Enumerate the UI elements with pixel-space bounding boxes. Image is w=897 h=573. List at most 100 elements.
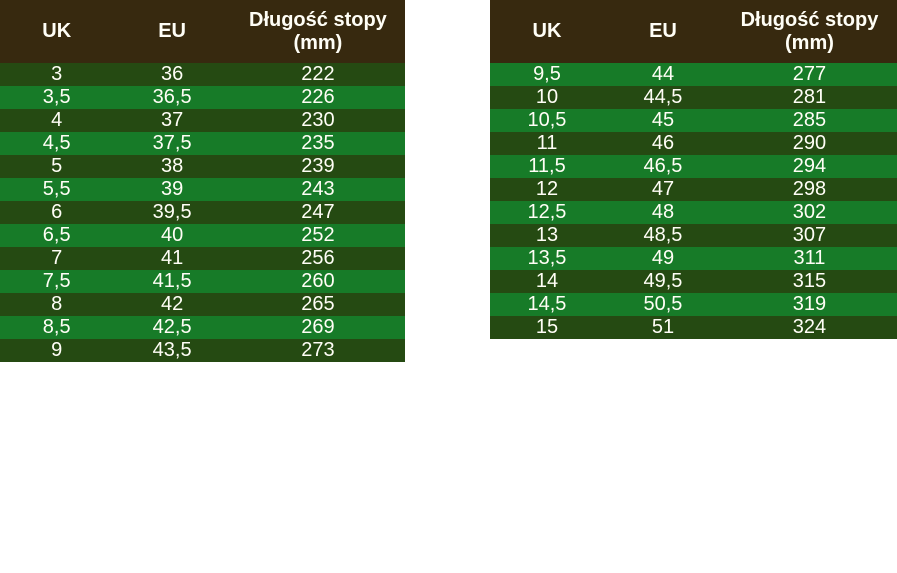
cell-uk-size: 6 — [51, 201, 63, 223]
cell-eu-size: 40 — [160, 224, 184, 246]
cell-eu-size: 44 — [651, 63, 675, 85]
cell-uk-size: 8,5 — [42, 316, 71, 338]
cell-uk-size: 3 — [51, 63, 63, 85]
table-body: 3 36 222 3,5 36,5 226 4 37 230 4,5 37,5 235 5 38 239 5,… — [0, 63, 405, 362]
cell-foot-length-mm: 256 — [301, 247, 335, 269]
table-row: 7,5 41,5 260 — [0, 270, 405, 293]
cell-foot-length-mm: 298 — [792, 178, 827, 200]
cell-eu-size: 41 — [160, 247, 184, 269]
table-row: 4 37 230 — [0, 109, 405, 132]
table-row: 9 43,5 273 — [0, 339, 405, 362]
cell-eu-size: 44,5 — [643, 86, 683, 108]
table-row: 3 36 222 — [0, 63, 405, 86]
shoe-size-table-left: UK EU Długość stopy (mm) 3 36 222 3,5 36,5 22… — [0, 0, 405, 573]
cell-uk-size: 7,5 — [42, 270, 71, 292]
table-row: 12 47 298 — [490, 178, 897, 201]
cell-uk-size: 10 — [535, 86, 559, 108]
cell-eu-size: 46,5 — [643, 155, 683, 177]
cell-foot-length-mm: 226 — [301, 86, 335, 108]
cell-eu-size: 42,5 — [152, 316, 192, 338]
cell-eu-size: 39 — [160, 178, 184, 200]
table-row: 5 38 239 — [0, 155, 405, 178]
cell-foot-length-mm: 269 — [301, 316, 335, 338]
cell-uk-size: 6,5 — [42, 224, 71, 246]
cell-uk-size: 11 — [536, 132, 558, 154]
cell-uk-size: 14,5 — [527, 293, 567, 315]
cell-eu-size: 39,5 — [152, 201, 192, 223]
cell-eu-size: 46 — [651, 132, 675, 154]
table-row: 13 48,5 307 — [490, 224, 897, 247]
cell-eu-size: 45 — [651, 109, 675, 131]
cell-eu-size: 36,5 — [152, 86, 192, 108]
column-header-uk: UK — [532, 20, 562, 42]
table-row: 6 39,5 247 — [0, 201, 405, 224]
cell-uk-size: 7 — [51, 247, 63, 269]
foot-length-label: Długość stopy — [740, 8, 879, 31]
table-row: 4,5 37,5 235 — [0, 132, 405, 155]
table-row: 11 46 290 — [490, 132, 897, 155]
cell-foot-length-mm: 247 — [301, 201, 335, 223]
cell-foot-length-mm: 252 — [301, 224, 335, 246]
cell-uk-size: 15 — [535, 316, 559, 338]
cell-foot-length-mm: 273 — [301, 339, 335, 361]
cell-foot-length-mm: 285 — [792, 109, 827, 131]
cell-eu-size: 51 — [651, 316, 675, 338]
table-row: 14,5 50,5 319 — [490, 293, 897, 316]
cell-uk-size: 13,5 — [527, 247, 567, 269]
cell-foot-length-mm: 222 — [301, 63, 335, 85]
cell-foot-length-mm: 277 — [792, 63, 827, 85]
column-header-uk: UK — [42, 20, 72, 42]
table-row: 11,5 46,5 294 — [490, 155, 897, 178]
cell-foot-length-mm: 230 — [301, 109, 335, 131]
cell-eu-size: 42 — [160, 293, 184, 315]
cell-uk-size: 5 — [51, 155, 63, 177]
cell-uk-size: 10,5 — [527, 109, 567, 131]
cell-eu-size: 37 — [160, 109, 184, 131]
table-row: 12,5 48 302 — [490, 201, 897, 224]
cell-foot-length-mm: 302 — [792, 201, 827, 223]
cell-foot-length-mm: 315 — [792, 270, 827, 292]
cell-uk-size: 14 — [535, 270, 559, 292]
table-header-row: UK EU Długość stopy (mm) — [490, 0, 897, 63]
table-row: 10 44,5 281 — [490, 86, 897, 109]
table-row: 14 49,5 315 — [490, 270, 897, 293]
table-row: 8,5 42,5 269 — [0, 316, 405, 339]
cell-foot-length-mm: 311 — [793, 247, 826, 269]
cell-eu-size: 48,5 — [643, 224, 683, 246]
cell-uk-size: 4,5 — [42, 132, 71, 154]
cell-foot-length-mm: 324 — [792, 316, 827, 338]
cell-foot-length-mm: 294 — [792, 155, 827, 177]
cell-eu-size: 37,5 — [152, 132, 192, 154]
foot-length-unit: (mm) — [785, 31, 834, 54]
table-row: 6,5 40 252 — [0, 224, 405, 247]
column-header-eu: EU — [158, 20, 186, 42]
cell-uk-size: 5,5 — [42, 178, 71, 200]
cell-uk-size: 3,5 — [42, 86, 71, 108]
foot-length-unit: (mm) — [293, 31, 343, 54]
table-row: 15 51 324 — [490, 316, 897, 339]
cell-foot-length-mm: 239 — [301, 155, 335, 177]
cell-foot-length-mm: 260 — [301, 270, 335, 292]
column-header-foot-length: Długość stopy (mm) — [722, 9, 897, 55]
cell-uk-size: 12,5 — [527, 201, 567, 223]
cell-foot-length-mm: 290 — [792, 132, 827, 154]
cell-eu-size: 43,5 — [152, 339, 192, 361]
cell-uk-size: 9,5 — [533, 63, 561, 85]
cell-foot-length-mm: 235 — [301, 132, 335, 154]
foot-length-label: Długość stopy — [249, 8, 387, 31]
cell-foot-length-mm: 307 — [792, 224, 827, 246]
table-row: 10,5 45 285 — [490, 109, 897, 132]
cell-eu-size: 36 — [160, 63, 184, 85]
table-row: 5,5 39 243 — [0, 178, 405, 201]
cell-foot-length-mm: 281 — [792, 86, 827, 108]
cell-foot-length-mm: 243 — [301, 178, 335, 200]
cell-foot-length-mm: 265 — [301, 293, 335, 315]
table-row: 9,5 44 277 — [490, 63, 897, 86]
cell-eu-size: 38 — [160, 155, 184, 177]
cell-eu-size: 41,5 — [152, 270, 192, 292]
cell-uk-size: 8 — [51, 293, 63, 315]
cell-foot-length-mm: 319 — [792, 293, 827, 315]
column-header-foot-length: Długość stopy (mm) — [231, 9, 405, 55]
cell-uk-size: 4 — [51, 109, 63, 131]
cell-uk-size: 11,5 — [528, 155, 566, 177]
